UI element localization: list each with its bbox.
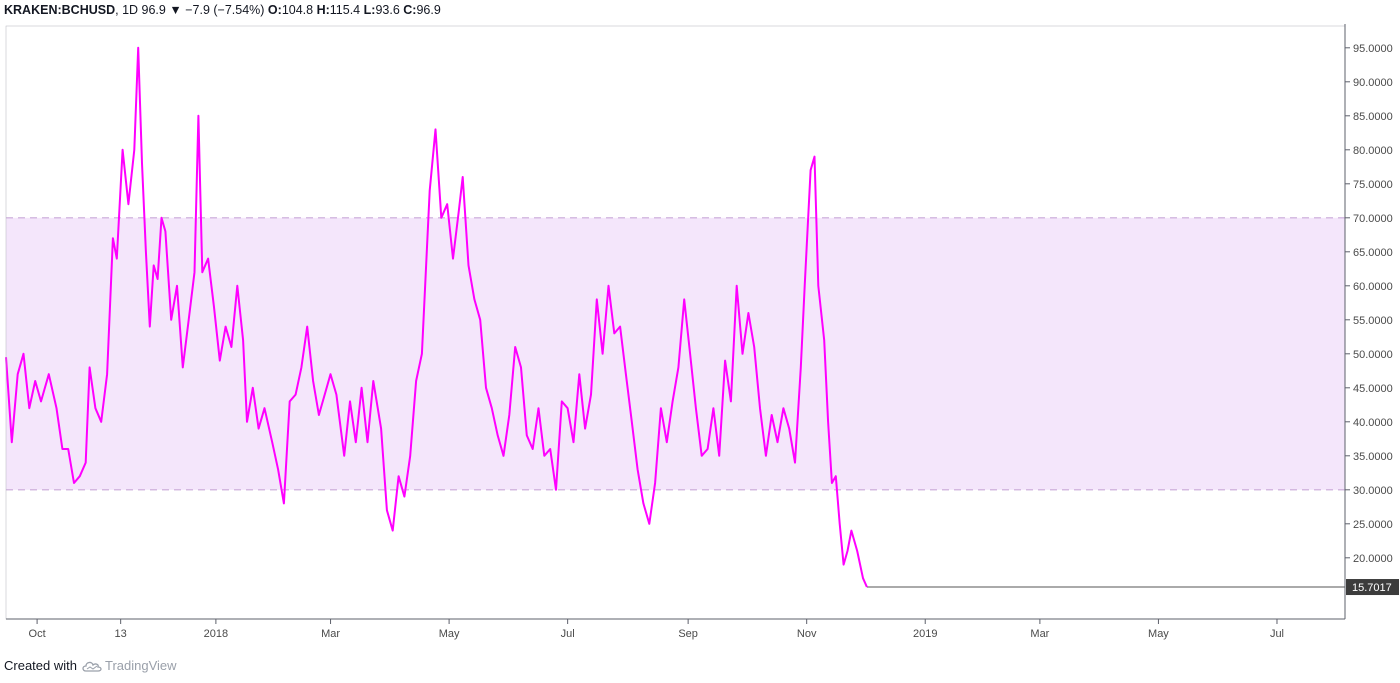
last-value-badge: [1346, 579, 1399, 596]
x-tick-label: Jul: [561, 628, 575, 640]
low-label: L:: [363, 3, 376, 17]
open-value: 104.8: [281, 3, 314, 17]
created-with-text: Created with: [4, 658, 77, 673]
close-value: 96.9: [416, 3, 441, 17]
y-tick-label: 85.0000: [1353, 111, 1393, 123]
x-tick-label: Sep: [678, 628, 698, 640]
y-tick-label: 75.0000: [1353, 179, 1393, 191]
overbought-oversold-band: [6, 217, 1345, 490]
x-tick-label: 2019: [913, 628, 937, 640]
interval-label: 1D: [122, 3, 139, 17]
price-change: −7.9 (−7.54%): [185, 3, 265, 17]
high-label: H:: [316, 3, 330, 17]
open-label: O:: [267, 3, 282, 17]
y-tick-label: 55.0000: [1353, 315, 1393, 327]
y-tick-label: 45.0000: [1353, 383, 1393, 395]
last-price: 96.9: [141, 3, 166, 17]
y-tick-label: 70.0000: [1353, 213, 1393, 225]
y-tick-label: 30.0000: [1353, 485, 1393, 497]
y-tick-label: 65.0000: [1353, 247, 1393, 259]
y-tick-label: 35.0000: [1353, 451, 1393, 463]
y-tick-label: 80.0000: [1353, 145, 1393, 157]
last-value-label: 15.7017: [1346, 579, 1399, 596]
y-axis[interactable]: 20.0000 25.0000 30.0000 35.0000 40.0000 45.00…: [1344, 24, 1393, 619]
x-axis[interactable]: Oct 13 2018 Mar May Jul Sep Nov 2019 Mar May Jul: [6, 618, 1345, 640]
y-tick-label: 60.0000: [1353, 281, 1393, 293]
y-tick-label: 20.0000: [1353, 553, 1393, 565]
x-tick-label: Oct: [29, 628, 46, 640]
close-label: C:: [403, 3, 417, 17]
tradingview-brand[interactable]: TradingView: [104, 658, 177, 673]
footer: Created with TradingView: [4, 656, 177, 676]
tradingview-cloud-icon: [82, 661, 102, 672]
x-tick-label: Mar: [1030, 628, 1049, 640]
x-tick-label: May: [439, 628, 460, 640]
y-tick-label: 25.0000: [1353, 519, 1393, 531]
y-tick-label: 40.0000: [1353, 417, 1393, 429]
y-tick-label: 50.0000: [1353, 349, 1393, 361]
series-line: [5, 46, 868, 588]
change-arrow-icon: ▼: [169, 3, 182, 17]
last-value-text: 15.7017: [1352, 582, 1392, 594]
high-value: 115.4: [329, 3, 361, 17]
x-tick-label: Nov: [797, 628, 817, 640]
low-value: 93.6: [375, 3, 400, 17]
x-tick-label: 2018: [204, 628, 228, 640]
y-tick-label: 90.0000: [1353, 77, 1393, 89]
y-tick-label: 95.0000: [1353, 43, 1393, 55]
x-tick-label: Jul: [1270, 628, 1284, 640]
x-tick-label: Mar: [321, 628, 340, 640]
symbol-header: KRAKEN:BCHUSD, 1D 96.9 ▼ −7.9 (−7.54%) O…: [4, 3, 441, 17]
x-tick-label: May: [1148, 628, 1169, 640]
x-tick-label: 13: [115, 628, 127, 640]
symbol-name: KRAKEN:BCHUSD: [4, 3, 116, 17]
